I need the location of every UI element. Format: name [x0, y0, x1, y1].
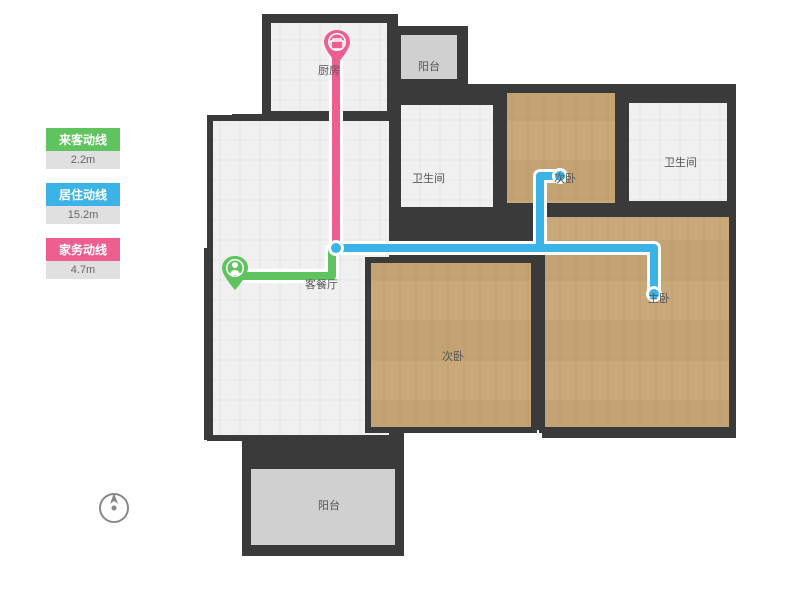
legend-item: 居住动线15.2m — [46, 183, 120, 224]
room-label: 主卧 — [648, 290, 670, 306]
legend-value: 2.2m — [46, 151, 120, 169]
entry-pin — [222, 256, 248, 290]
legend-label: 居住动线 — [46, 183, 120, 206]
room-label: 卫生间 — [412, 170, 445, 186]
room-卫生间 — [398, 102, 496, 210]
room-阳台 — [398, 32, 460, 82]
legend-label: 家务动线 — [46, 238, 120, 261]
legend-value: 15.2m — [46, 206, 120, 224]
legend-item: 来客动线2.2m — [46, 128, 120, 169]
room-label: 次卧 — [554, 170, 576, 186]
compass — [96, 490, 132, 531]
room-次卧 — [504, 90, 618, 206]
room-label: 阳台 — [418, 58, 440, 74]
room-label: 客餐厅 — [305, 276, 338, 292]
room-label: 次卧 — [442, 348, 464, 364]
room-label: 厨房 — [318, 62, 340, 78]
legend: 来客动线2.2m 居住动线15.2m 家务动线4.7m — [46, 128, 120, 293]
legend-item: 家务动线4.7m — [46, 238, 120, 279]
legend-label: 来客动线 — [46, 128, 120, 151]
kitchen-pin — [324, 30, 350, 64]
room-label: 阳台 — [318, 497, 340, 513]
room-卫生间 — [626, 100, 730, 204]
room-次卧 — [368, 260, 534, 430]
room-label: 卫生间 — [664, 154, 697, 170]
legend-value: 4.7m — [46, 261, 120, 279]
